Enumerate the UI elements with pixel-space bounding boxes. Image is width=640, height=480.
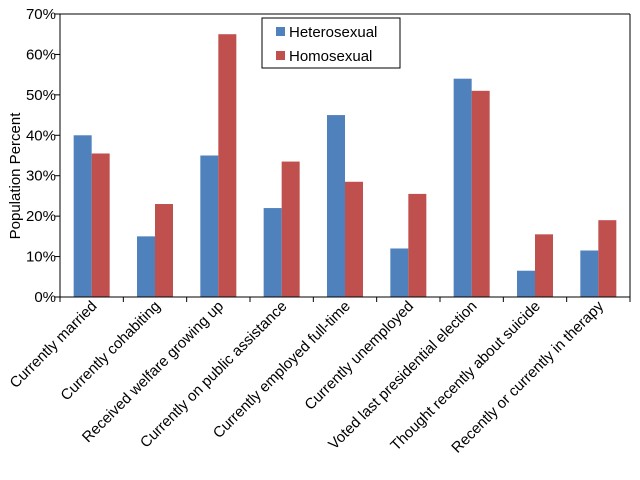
bar-heterosexual-4: [327, 115, 345, 297]
x-tick-label: Currently unemployed: [301, 298, 417, 414]
legend: Heterosexual Homosexual: [261, 17, 401, 69]
bar-homosexual-8: [598, 220, 617, 297]
bar-heterosexual-0: [73, 135, 92, 297]
y-tick-label: 50%: [26, 87, 56, 104]
legend-swatch-heterosexual: [276, 27, 285, 36]
legend-label-heterosexual: Heterosexual: [289, 24, 377, 41]
bars: [73, 34, 617, 297]
bar-heterosexual-7: [517, 270, 535, 297]
y-tick-label: 40%: [26, 127, 56, 144]
bar-homosexual-0: [91, 153, 110, 297]
legend-label-homosexual: Homosexual: [289, 48, 372, 65]
y-axis-title: Population Percent: [7, 112, 24, 240]
bar-homosexual-2: [218, 34, 237, 297]
y-tick-label: 20%: [26, 208, 56, 225]
y-axis-label: Population Percent: [7, 112, 24, 240]
bar-homosexual-3: [281, 161, 300, 297]
y-tick-label: 0%: [34, 289, 56, 306]
bar-homosexual-7: [535, 234, 553, 297]
y-tick-label: 60%: [26, 46, 56, 63]
y-tick-label: 10%: [26, 249, 56, 266]
bar-homosexual-4: [345, 181, 363, 297]
bar-heterosexual-3: [263, 208, 282, 297]
bar-heterosexual-1: [137, 236, 155, 297]
bar-homosexual-6: [471, 90, 490, 297]
y-axis-ticks: 0% 10% 20% 30% 40% 50% 60% 70%: [26, 6, 60, 306]
bar-heterosexual-8: [580, 250, 599, 297]
bar-homosexual-5: [408, 193, 427, 297]
axes: [59, 13, 631, 298]
bar-heterosexual-5: [390, 248, 409, 297]
bar-heterosexual-2: [200, 155, 219, 297]
y-tick-label: 70%: [26, 6, 56, 23]
bar-homosexual-1: [155, 204, 173, 297]
y-tick-label: 30%: [26, 168, 56, 185]
legend-swatch-homosexual: [276, 51, 285, 60]
bar-heterosexual-6: [453, 78, 472, 297]
